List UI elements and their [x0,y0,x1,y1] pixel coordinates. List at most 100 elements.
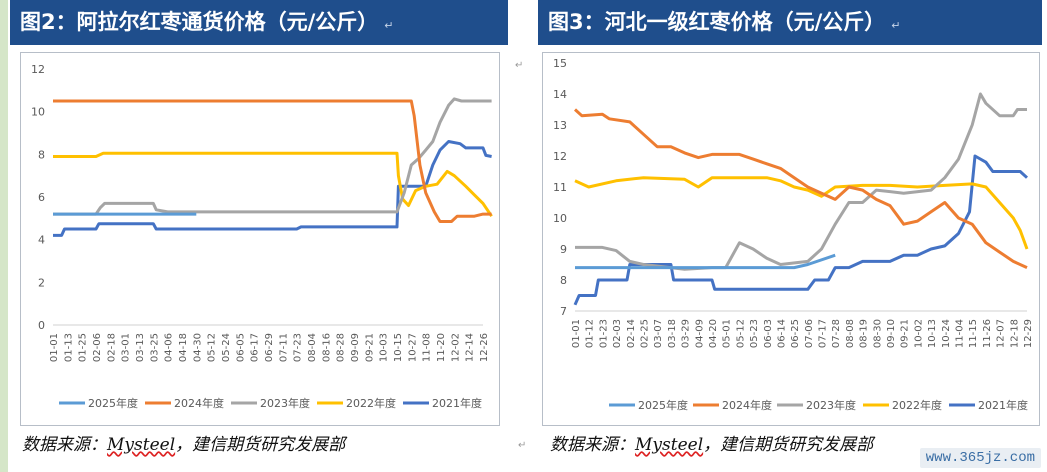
x-tick-label: 07-06 [804,319,815,348]
x-tick-label: 02-03 [612,319,623,348]
y-tick-label: 10 [31,106,45,119]
source-suffix: ，建信期货研究发展部 [175,435,346,455]
source-note-left: 数据来源：Mysteel，建信期货研究发展部 [22,430,345,455]
source-brand: Mysteel [107,435,176,455]
x-tick-label: 05-24 [221,333,232,362]
x-tick-label: 09-10 [886,319,897,348]
x-tick-label: 07-11 [278,333,289,362]
chart-header-left: 图2：阿拉尔红枣通货价格（元/公斤） ↵ [10,0,508,45]
x-tick-label: 12-02 [450,333,461,362]
y-tick-label: 14 [553,88,567,101]
paragraph-mark: ↵ [891,19,901,32]
y-tick-label: 13 [553,119,567,132]
y-tick-label: 9 [560,243,567,256]
legend-label: 2023年度 [260,396,310,410]
x-tick-label: 06-17 [250,333,261,362]
x-tick-label: 12-29 [1023,319,1034,348]
x-tick-label: 07-28 [831,319,842,348]
legend-label: 2024年度 [722,398,772,412]
legend-label: 2022年度 [892,398,942,412]
x-tick-label: 05-01 [722,319,733,348]
x-tick-label: 03-18 [667,319,678,348]
x-tick-label: 11-20 [436,333,447,362]
x-tick-label: 12-18 [1009,319,1020,348]
legend-label: 2022年度 [346,396,396,410]
x-tick-label: 08-19 [859,319,870,348]
x-tick-label: 05-23 [749,319,760,348]
x-tick-label: 10-13 [927,319,938,348]
x-tick-label: 06-25 [790,319,801,348]
x-tick-label: 05-12 [207,333,218,362]
y-tick-label: 12 [553,150,567,163]
x-tick-label: 04-18 [178,333,189,362]
x-tick-label: 08-16 [321,333,332,362]
x-tick-label: 06-03 [763,319,774,348]
x-tick-label: 01-13 [63,333,74,362]
x-tick-label: 01-01 [571,319,582,348]
x-tick-label: 03-25 [149,333,160,362]
x-tick-label: 07-23 [293,333,304,362]
x-tick-label: 11-15 [968,319,979,348]
x-tick-label: 06-14 [776,319,787,348]
paragraph-mark: ↵ [384,19,394,32]
x-tick-label: 06-05 [235,333,246,362]
y-tick-label: 8 [38,148,45,161]
x-tick-label: 01-25 [78,333,89,362]
x-tick-label: 02-14 [626,319,637,348]
legend-label: 2023年度 [806,398,856,412]
chart-header-right-text: 图3：河北一级红枣价格（元/公斤） [548,10,886,34]
x-tick-label: 10-27 [407,333,418,362]
x-tick-label: 08-28 [336,333,347,362]
x-tick-label: 10-24 [941,319,952,348]
series-line [53,99,492,223]
y-tick-label: 0 [38,319,45,332]
y-tick-label: 8 [560,274,567,287]
x-tick-label: 03-13 [135,333,146,362]
paragraph-mark: ↵ [515,60,524,71]
series-line [574,176,1029,250]
x-tick-label: 01-01 [49,333,60,362]
x-tick-label: 05-12 [735,319,746,348]
source-brand: Mysteel [635,435,704,455]
x-tick-label: 08-04 [307,333,318,362]
line-chart-right: 7 8 9 10 11 12 13 14 15 01-01 01-12 01-23 02-03 02-14… [553,57,1034,412]
y-tick-label: 6 [38,191,45,204]
legend-label: 2024年度 [174,396,224,410]
chart-frame-left: 0 2 4 6 8 10 12 01-01 01-13 01-25 02-06 02-18 03-01 0… [20,52,500,426]
legend-label: 2021年度 [432,396,482,410]
x-tick-label: 03-29 [681,319,692,348]
series-line [573,108,1028,269]
y-tick-label: 15 [553,57,567,70]
source-prefix: 数据来源： [550,435,635,455]
x-tick-label: 09-21 [900,319,911,348]
series-line [575,253,836,270]
x-tick-label: 02-06 [92,333,103,362]
x-tick-label: 02-18 [106,333,117,362]
x-tick-label: 04-20 [708,319,719,348]
x-tick-label: 11-08 [422,333,433,362]
x-tick-label: 12-14 [465,333,476,362]
chart-header-left-text: 图2：阿拉尔红枣通货价格（元/公斤） [20,10,379,34]
x-tick-label: 04-06 [164,333,175,362]
y-tick-label: 10 [553,212,567,225]
source-suffix: ，建信期货研究发展部 [703,435,874,455]
page-edge-strip [0,0,8,472]
x-tick-label: 12-26 [479,333,490,362]
legend-label: 2025年度 [88,396,138,410]
y-tick-label: 7 [560,305,567,318]
x-tick-label: 08-30 [872,319,883,348]
x-tick-label: 01-12 [585,319,596,348]
x-tick-label: 11-04 [955,319,966,348]
chart-frame-right: 7 8 9 10 11 12 13 14 15 01-01 01-12 01-23 02-03 02-14… [542,52,1040,426]
y-tick-label: 2 [38,276,45,289]
series-line [53,97,492,216]
x-tick-label: 11-26 [982,319,993,348]
x-tick-label: 06-29 [264,333,275,362]
x-tick-label: 03-01 [121,333,132,362]
x-tick-label: 03-07 [653,319,664,348]
x-tick-label: 10-15 [393,333,404,362]
paragraph-mark: ↵ [518,440,527,451]
x-tick-label: 04-30 [192,333,203,362]
legend-label: 2025年度 [638,398,688,412]
